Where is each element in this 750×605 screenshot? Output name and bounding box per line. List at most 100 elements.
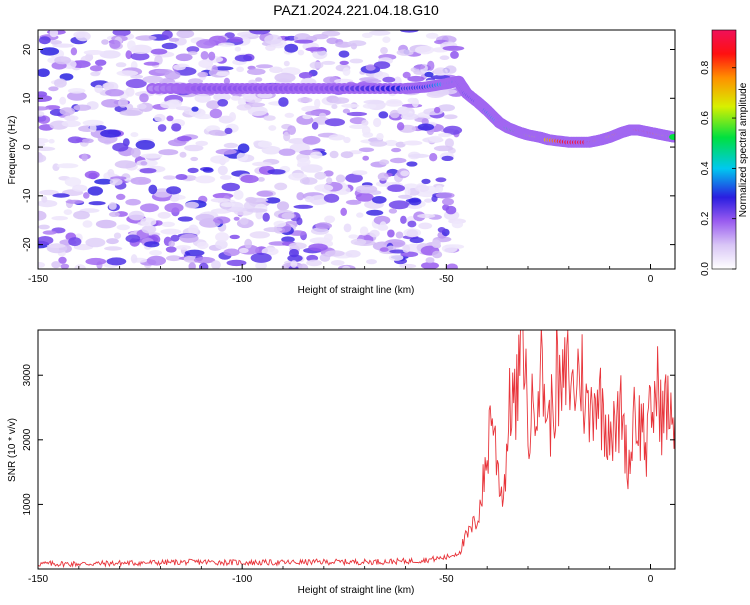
noise-blob bbox=[329, 150, 339, 159]
x-tick-label: -50 bbox=[439, 574, 454, 585]
noise-blob bbox=[379, 247, 389, 252]
noise-blob bbox=[193, 256, 216, 264]
noise-blob bbox=[135, 35, 157, 41]
noise-blob bbox=[194, 113, 213, 120]
noise-blob bbox=[106, 238, 119, 245]
noise-blob bbox=[267, 169, 286, 175]
noise-blob bbox=[54, 78, 67, 88]
noise-blob bbox=[195, 175, 216, 184]
noise-blob bbox=[190, 156, 199, 162]
noise-blob bbox=[136, 103, 147, 110]
noise-blob bbox=[349, 124, 368, 129]
noise-blob bbox=[166, 186, 182, 195]
noise-blob bbox=[399, 263, 417, 269]
x-tick-label: -100 bbox=[232, 274, 252, 285]
noise-blob bbox=[105, 89, 125, 97]
noise-blob bbox=[150, 48, 168, 55]
colorbar-tick-label: 0.4 bbox=[700, 161, 711, 175]
noise-blob bbox=[41, 195, 48, 203]
noise-blob bbox=[85, 257, 107, 266]
noise-blob bbox=[315, 222, 332, 230]
noise-blob bbox=[233, 216, 240, 221]
noise-blob bbox=[215, 148, 237, 155]
noise-blob bbox=[213, 92, 231, 102]
noise-blob bbox=[265, 197, 281, 204]
noise-blob bbox=[100, 129, 122, 138]
noise-blob bbox=[116, 193, 126, 200]
noise-blob bbox=[226, 259, 247, 267]
noise-blob bbox=[388, 208, 398, 214]
y-tick-label: 20 bbox=[22, 44, 33, 56]
noise-blob bbox=[246, 68, 266, 75]
noise-blob bbox=[59, 73, 74, 81]
noise-blob bbox=[397, 194, 413, 199]
noise-blob bbox=[160, 228, 182, 235]
noise-blob bbox=[230, 95, 241, 101]
noise-blob bbox=[149, 250, 163, 256]
noise-blob bbox=[49, 30, 59, 38]
noise-blob bbox=[50, 40, 62, 45]
noise-blob bbox=[415, 45, 435, 55]
noise-blob bbox=[70, 47, 78, 56]
noise-blob bbox=[82, 138, 94, 144]
figure-title: PAZ1.2024.221.04.18.G10 bbox=[273, 2, 439, 18]
noise-blob bbox=[305, 47, 327, 52]
noise-blob bbox=[396, 122, 405, 131]
noise-blob bbox=[168, 240, 175, 247]
noise-blob bbox=[236, 66, 245, 73]
noise-blob bbox=[379, 221, 387, 230]
noise-blob bbox=[262, 212, 270, 222]
noise-blob bbox=[38, 152, 44, 162]
noise-blob bbox=[425, 257, 435, 264]
noise-blob bbox=[417, 123, 435, 131]
noise-blob bbox=[350, 238, 367, 246]
noise-blob bbox=[74, 264, 86, 269]
noise-blob bbox=[229, 234, 240, 240]
noise-blob bbox=[217, 165, 228, 176]
noise-blob bbox=[38, 142, 46, 147]
noise-blob bbox=[168, 99, 182, 108]
noise-blob bbox=[108, 202, 117, 210]
noise-blob bbox=[38, 200, 58, 208]
noise-blob bbox=[264, 34, 282, 45]
noise-blob bbox=[194, 93, 211, 103]
noise-blob bbox=[51, 216, 68, 221]
noise-blob bbox=[311, 121, 319, 130]
noise-blob bbox=[73, 104, 92, 111]
noise-blob bbox=[234, 46, 242, 52]
noise-blob bbox=[157, 211, 171, 219]
noise-blob bbox=[184, 144, 204, 152]
y-tick-label: -10 bbox=[22, 188, 33, 203]
noise-blob bbox=[428, 135, 443, 143]
noise-blob bbox=[418, 222, 433, 230]
noise-blob bbox=[46, 244, 66, 248]
noise-blob bbox=[118, 98, 128, 108]
noise-blob bbox=[294, 39, 314, 44]
noise-blob bbox=[115, 62, 127, 68]
noise-blob bbox=[215, 71, 230, 76]
noise-blob bbox=[443, 125, 463, 135]
noise-blob bbox=[255, 64, 273, 69]
noise-blob bbox=[38, 68, 50, 77]
noise-blob bbox=[240, 174, 259, 184]
noise-blob bbox=[125, 198, 141, 206]
noise-blob bbox=[89, 124, 97, 133]
noise-blob bbox=[319, 253, 331, 262]
noise-blob bbox=[380, 47, 388, 55]
noise-blob bbox=[263, 227, 283, 233]
noise-blob bbox=[373, 117, 382, 128]
noise-blob bbox=[414, 64, 426, 70]
snr-y-label: SNR (10 * v/v) bbox=[7, 418, 18, 482]
noise-blob bbox=[409, 237, 424, 244]
noise-blob bbox=[237, 143, 250, 154]
noise-blob bbox=[175, 245, 191, 250]
noise-blob bbox=[363, 99, 385, 105]
noise-blob bbox=[38, 111, 45, 117]
noise-blob bbox=[365, 64, 376, 71]
noise-blob bbox=[442, 204, 450, 211]
noise-blob bbox=[196, 241, 209, 250]
noise-blob bbox=[38, 224, 50, 230]
noise-blob bbox=[179, 151, 187, 158]
noise-blob bbox=[135, 140, 155, 150]
